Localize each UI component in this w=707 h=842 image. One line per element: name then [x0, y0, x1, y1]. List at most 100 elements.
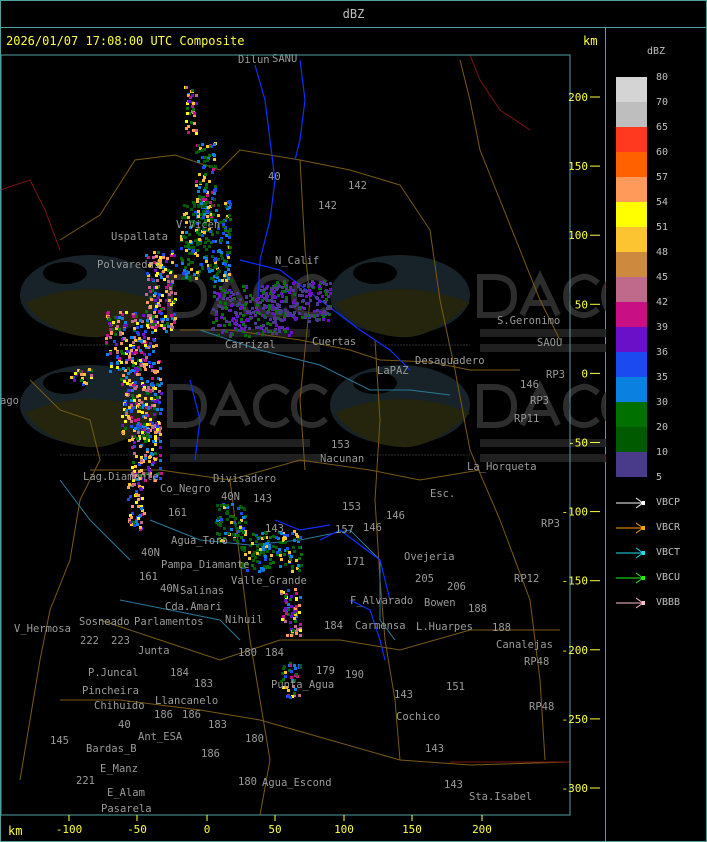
echo-pixel [135, 385, 138, 388]
echo-pixel [170, 291, 173, 294]
echo-pixel [226, 251, 229, 254]
echo-pixel [220, 539, 223, 542]
echo-pixel [299, 288, 302, 291]
place-label: Dilun [238, 54, 270, 66]
echo-pixel [228, 233, 231, 236]
arrow-icon [616, 522, 645, 534]
echo-pixel [149, 429, 152, 432]
echo-pixel [326, 290, 329, 293]
echo-pixel [292, 629, 295, 632]
echo-pixel [263, 565, 266, 568]
place-label: RP48 [524, 656, 549, 668]
echo-pixel [211, 233, 214, 236]
echo-pixel [196, 271, 199, 274]
echo-pixel [329, 282, 332, 285]
echo-pixel [227, 277, 230, 280]
radar-item-vbbb[interactable]: VBBB [616, 597, 706, 609]
echo-pixel [209, 268, 212, 271]
echo-pixel [214, 219, 217, 222]
radar-map[interactable]: Dilun SANU40142142V.VicenUspallataN_Calif… [0, 0, 606, 842]
echo-pixel [142, 435, 145, 438]
echo-pixel [125, 339, 128, 342]
echo-pixel [150, 365, 153, 368]
radar-item-vbcu[interactable]: VBCU [616, 572, 706, 584]
echo-pixel [205, 237, 208, 240]
echo-pixel [135, 455, 138, 458]
echo-pixel [274, 321, 277, 324]
echo-pixel [244, 521, 247, 524]
echo-pixel [140, 325, 143, 328]
echo-pixel [256, 309, 259, 312]
echo-pixel [165, 299, 168, 302]
echo-pixel [181, 262, 184, 265]
echo-pixel [228, 264, 231, 267]
echo-pixel [198, 197, 201, 200]
echo-pixel [243, 508, 246, 511]
echo-pixel [142, 314, 145, 317]
echo-pixel [226, 215, 229, 218]
echo-pixel [144, 457, 147, 460]
echo-pixel [209, 205, 212, 208]
echo-pixel [130, 410, 133, 413]
echo-pixel [130, 416, 133, 419]
echo-pixel [274, 284, 277, 287]
radar-item-vbcp[interactable]: VBCP [616, 497, 706, 509]
echo-pixel [159, 259, 162, 262]
echo-pixel [106, 334, 109, 337]
echo-pixel [214, 257, 217, 260]
echo-pixel [167, 304, 170, 307]
place-label: 186 [154, 709, 173, 721]
radar-item-vbcr[interactable]: VBCR [616, 522, 706, 534]
echo-pixel [226, 518, 229, 521]
echo-pixel [121, 313, 124, 316]
echo-pixel [292, 282, 295, 285]
echo-pixel [220, 504, 223, 507]
place-label: Co_Negro [160, 483, 211, 495]
echo-pixel [188, 252, 191, 255]
echo-pixel [115, 327, 118, 330]
echo-pixel [279, 541, 282, 544]
echo-pixel [197, 274, 200, 277]
echo-pixel [234, 523, 237, 526]
echo-pixel [195, 132, 198, 135]
echo-pixel [159, 273, 162, 276]
echo-pixel [256, 560, 259, 563]
color-swatch [616, 302, 647, 327]
echo-pixel [131, 407, 134, 410]
echo-pixel [140, 457, 143, 460]
radar-item-vbct[interactable]: VBCT [616, 547, 706, 559]
echo-pixel [251, 307, 254, 310]
echo-pixel [146, 433, 149, 436]
echo-pixel [196, 231, 199, 234]
echo-pixel [73, 379, 76, 382]
echo-pixel [193, 273, 196, 276]
echo-pixel [152, 345, 155, 348]
title-text: dBZ [342, 7, 365, 21]
echo-pixel [201, 230, 204, 233]
echo-pixel [271, 308, 274, 311]
echo-pixel [137, 478, 140, 481]
echo-pixel [140, 459, 143, 462]
echo-pixel [147, 314, 150, 317]
echo-pixel [327, 295, 330, 298]
echo-pixel [294, 607, 297, 610]
echo-pixel [211, 191, 214, 194]
radar-name: VBCR [656, 522, 681, 533]
echo-pixel [90, 374, 93, 377]
echo-pixel [140, 401, 143, 404]
echo-pixel [327, 319, 330, 322]
echo-pixel [196, 249, 199, 252]
echo-pixel [153, 294, 156, 297]
echo-pixel [283, 328, 286, 331]
echo-pixel [213, 291, 216, 294]
echo-pixel [159, 427, 162, 430]
echo-pixel [153, 404, 156, 407]
echo-pixel [193, 112, 196, 115]
y-tick-label: -300 [562, 782, 589, 795]
echo-pixel [307, 302, 310, 305]
echo-pixel [204, 187, 207, 190]
echo-pixel [289, 664, 292, 667]
echo-pixel [241, 548, 244, 551]
echo-pixel [251, 564, 254, 567]
echo-pixel [163, 324, 166, 327]
